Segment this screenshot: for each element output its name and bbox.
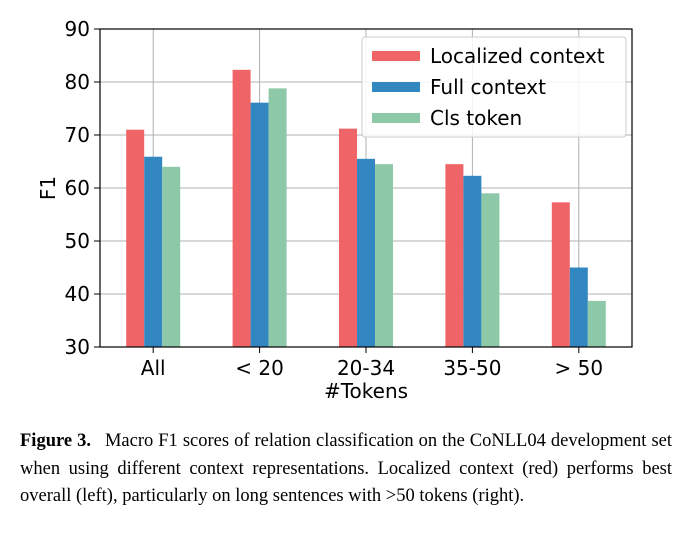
caption-text: Macro F1 scores of relation classificati… — [20, 431, 672, 506]
x-axis-ticks: All < 20 20-34 35-50 > 50 — [141, 347, 603, 380]
bar-localized-context — [445, 164, 464, 347]
bar-cls-token — [162, 166, 181, 347]
legend-label: Localized context — [430, 44, 605, 68]
y-axis-label: F1 — [36, 176, 60, 200]
y-axis-ticks: 30 40 50 60 70 80 90 — [65, 17, 100, 359]
bar-full-context — [250, 102, 269, 347]
legend-label: Full context — [430, 75, 546, 99]
bar-cls-token — [375, 164, 393, 347]
x-tick-label: > 50 — [555, 356, 604, 380]
legend-label: Cls token — [430, 106, 522, 130]
bar-localized-context — [232, 69, 251, 347]
y-tick-label: 60 — [65, 176, 90, 200]
legend-swatch — [372, 113, 420, 123]
y-tick-label: 90 — [65, 17, 90, 41]
bar-full-context — [144, 156, 163, 347]
y-tick-label: 30 — [65, 335, 90, 359]
y-tick-label: 50 — [65, 229, 90, 253]
x-axis-label: #Tokens — [324, 379, 408, 403]
bar-full-context — [569, 267, 588, 347]
y-tick-label: 80 — [65, 70, 90, 94]
x-tick-label: < 20 — [235, 356, 284, 380]
bar-localized-context — [339, 128, 357, 347]
legend-swatch — [372, 82, 420, 92]
bar-full-context — [357, 158, 375, 347]
legend: Localized context Full context Cls token — [361, 36, 627, 138]
x-tick-label: All — [141, 356, 166, 380]
legend-box — [361, 36, 627, 138]
bar-cls-token — [587, 300, 606, 347]
bars — [126, 69, 606, 348]
y-tick-label: 70 — [65, 123, 90, 147]
x-tick-label: 20-34 — [337, 356, 395, 380]
bar-cls-token — [481, 193, 500, 347]
figure-label: Figure 3. — [20, 431, 91, 451]
x-tick-label: 35-50 — [443, 356, 501, 380]
bar-localized-context — [551, 202, 570, 347]
y-tick-label: 40 — [65, 282, 90, 306]
bar-cls-token — [268, 88, 287, 348]
legend-swatch — [372, 51, 420, 61]
bar-full-context — [463, 175, 482, 347]
figure-caption: Figure 3. Macro F1 scores of relation cla… — [20, 428, 672, 511]
bar-localized-context — [126, 129, 145, 347]
